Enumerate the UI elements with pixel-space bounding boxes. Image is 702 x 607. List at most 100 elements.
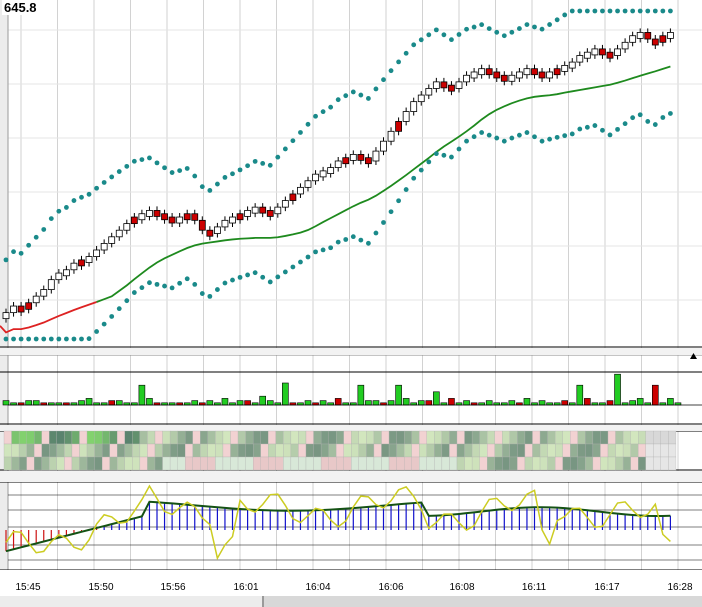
upper-band-dot xyxy=(162,165,167,171)
lower-band-dot xyxy=(554,134,560,140)
heatmap-cell xyxy=(381,456,390,471)
upper-band-dot xyxy=(282,146,288,152)
lower-band-dot xyxy=(388,209,394,215)
heatmap-cell xyxy=(615,430,624,445)
candle-body xyxy=(417,94,425,103)
heatmap-cell xyxy=(290,443,299,458)
candle-body xyxy=(349,153,357,161)
heatmap-cell xyxy=(41,430,50,445)
candle-body xyxy=(591,48,599,56)
heatmap-cell xyxy=(268,430,276,445)
volume-bar xyxy=(425,400,433,406)
heatmap-cell xyxy=(169,456,178,471)
upper-band-dot xyxy=(320,109,326,115)
heatmap-cell xyxy=(260,430,269,445)
candle-body xyxy=(659,35,667,43)
heatmap-cell xyxy=(102,430,110,445)
heatmap-cell xyxy=(509,443,518,458)
lower-band-dot xyxy=(426,159,432,165)
candle-body xyxy=(130,216,138,225)
candle-body xyxy=(221,219,229,228)
upper-band-dot xyxy=(464,26,469,32)
upper-band-dot xyxy=(645,8,651,14)
lower-band-dot xyxy=(26,336,32,342)
lower-band-dot xyxy=(396,198,401,204)
upper-band-dot xyxy=(245,163,251,169)
volume-bar xyxy=(463,400,470,406)
heatmap-cell xyxy=(653,456,661,471)
heatmap-cell xyxy=(154,430,163,445)
heatmap-cell xyxy=(419,430,427,445)
heatmap-cell xyxy=(298,456,307,471)
upper-band-dot xyxy=(554,17,560,23)
heatmap-cell xyxy=(479,430,488,445)
lower-band-dot xyxy=(305,254,311,260)
heatmap-cell xyxy=(162,456,171,471)
heatmap-cell xyxy=(630,430,639,445)
candle-body xyxy=(553,68,561,76)
lower-band-dot xyxy=(509,135,515,141)
heatmap-cell xyxy=(222,443,231,458)
heatmap-cell xyxy=(283,456,292,471)
upper-band-dot xyxy=(3,257,9,263)
candle-body xyxy=(583,51,591,59)
lower-band-dot xyxy=(313,249,318,255)
volume-bar xyxy=(614,373,621,406)
heatmap-cell xyxy=(117,443,125,458)
candle-body xyxy=(123,223,131,231)
heatmap-cell xyxy=(638,456,646,471)
scrollbar-thumb[interactable] xyxy=(262,596,702,607)
heatmap-cell xyxy=(11,443,20,458)
heatmap-cell xyxy=(464,430,473,445)
heatmap-cell xyxy=(403,456,412,471)
heatmap-cell xyxy=(577,443,586,458)
heatmap-cell xyxy=(71,443,80,458)
heatmap-cell xyxy=(109,456,118,471)
upper-band-dot xyxy=(577,8,583,14)
upper-band-dot xyxy=(539,26,545,32)
heatmap-cell xyxy=(517,430,526,445)
heatmap-cell xyxy=(336,430,344,445)
heatmap-cell xyxy=(524,443,533,458)
upper-band-dot xyxy=(630,8,636,14)
lower-band-dot xyxy=(245,272,251,278)
lower-band-dot xyxy=(501,138,507,144)
candle-body xyxy=(372,150,380,162)
upper-band-dot xyxy=(668,8,673,14)
heatmap-cell xyxy=(3,443,12,458)
upper-band-dot xyxy=(373,86,379,92)
time-axis-label: 16:01 xyxy=(233,582,259,593)
heatmap-cell xyxy=(419,456,427,471)
volume-bar xyxy=(606,400,614,406)
heatmap-cell xyxy=(600,430,609,445)
lower-band-dot xyxy=(252,270,258,276)
upper-band-dot xyxy=(411,42,417,48)
volume-bar xyxy=(334,398,342,406)
candle-body xyxy=(229,216,236,224)
lower-band-dot xyxy=(86,336,92,342)
candle-body xyxy=(100,243,108,251)
heatmap-cell xyxy=(396,456,405,471)
candle-body xyxy=(448,84,455,92)
volume-bar xyxy=(259,395,267,406)
heatmap-cell xyxy=(132,430,141,445)
heatmap-cell xyxy=(200,456,209,471)
upper-band-dot xyxy=(154,160,160,166)
lower-band-dot xyxy=(577,126,583,132)
heatmap-cell xyxy=(638,443,646,458)
lower-band-dot xyxy=(622,121,628,127)
volume-bar xyxy=(651,384,659,406)
candle-body xyxy=(538,71,546,79)
heatmap-cell xyxy=(411,430,420,445)
heatmap-cell xyxy=(660,430,669,445)
heatmap-cell xyxy=(645,430,654,445)
upper-band-dot xyxy=(237,167,243,173)
heatmap-cell xyxy=(41,443,50,458)
upper-band-dot xyxy=(109,174,115,180)
heatmap-cell xyxy=(464,456,473,471)
volume-bar xyxy=(448,398,455,406)
heatmap-cell xyxy=(539,456,548,471)
lower-band-dot xyxy=(517,132,522,138)
heatmap-cell xyxy=(524,456,533,471)
